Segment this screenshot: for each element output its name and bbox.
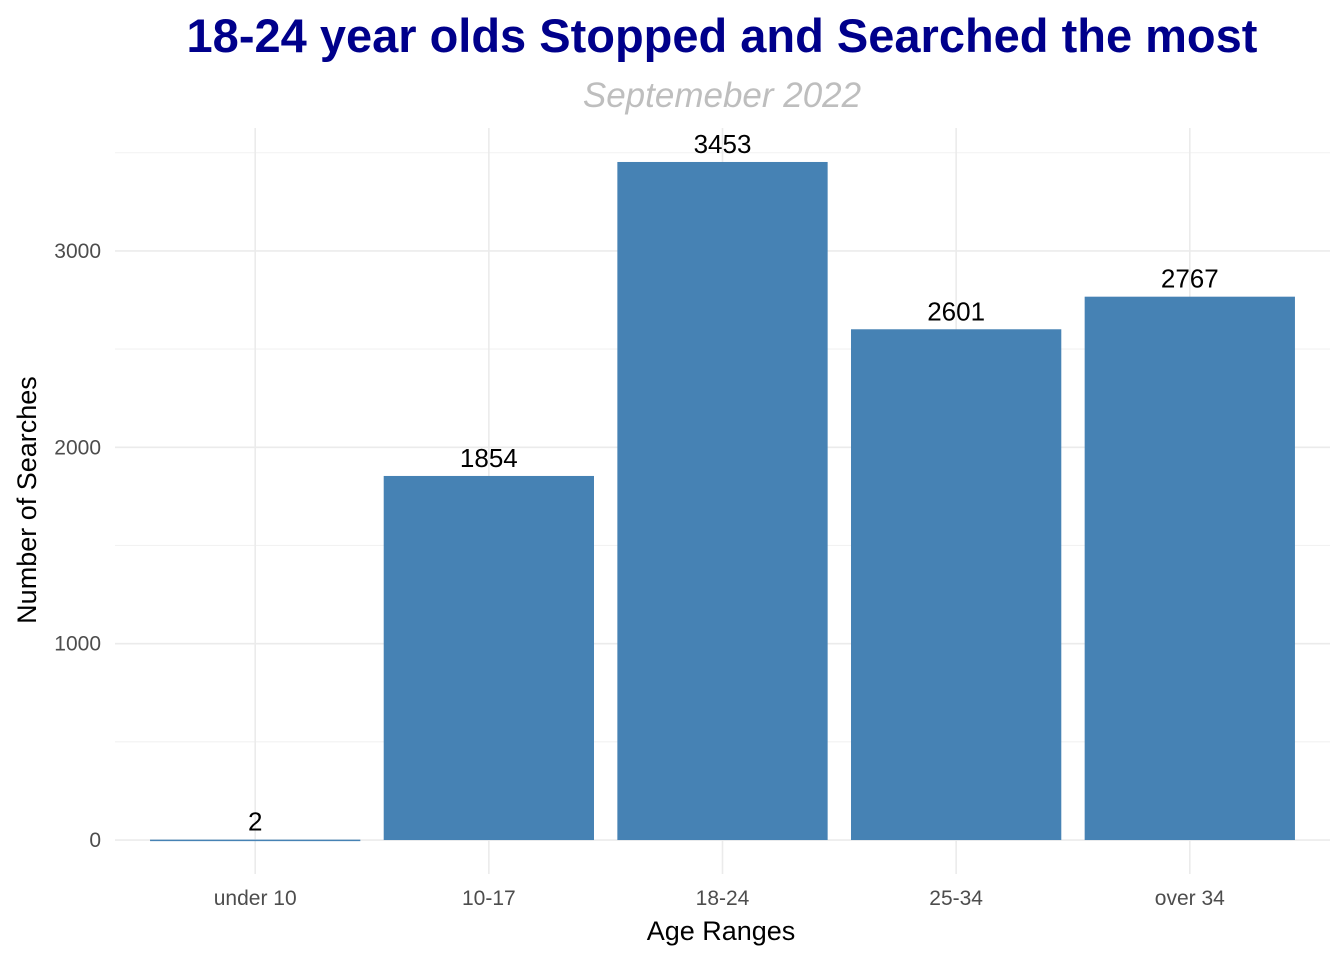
y-tick-label: 1000 (54, 633, 101, 656)
x-tick-label: 10-17 (462, 887, 516, 910)
x-tick-label: over 34 (1155, 887, 1225, 910)
bar (383, 475, 594, 841)
bar-value-label: 2 (248, 807, 262, 837)
bar (851, 329, 1062, 841)
x-axis-title: Age Ranges (647, 916, 796, 946)
bar-value-label: 2601 (927, 296, 985, 326)
chart-subtitle: Septemeber 2022 (582, 76, 862, 115)
bar (150, 839, 361, 842)
x-tick-label: under 10 (214, 887, 297, 910)
bar-layer (150, 161, 1295, 842)
x-tick-label: 25-34 (929, 887, 983, 910)
label-layer: 2 1854 3453 2601 2767 (248, 129, 1219, 837)
y-tick-label: 3000 (54, 240, 101, 263)
bar-value-label: 2767 (1161, 264, 1219, 294)
x-tick-label: 18-24 (696, 887, 750, 910)
bar-value-label: 1854 (460, 443, 518, 473)
bar-value-label: 3453 (694, 129, 752, 159)
axis-layer: 0 1000 2000 3000 under 10 10-17 18-24 25-34 over… (54, 240, 1225, 910)
y-axis-title: Number of Searches (12, 376, 42, 624)
bar (617, 161, 828, 841)
y-tick-label: 2000 (54, 436, 101, 459)
chart-title: 18-24 year olds Stopped and Searched the… (186, 9, 1258, 62)
y-tick-label: 0 (89, 829, 101, 852)
bar (1084, 296, 1295, 841)
